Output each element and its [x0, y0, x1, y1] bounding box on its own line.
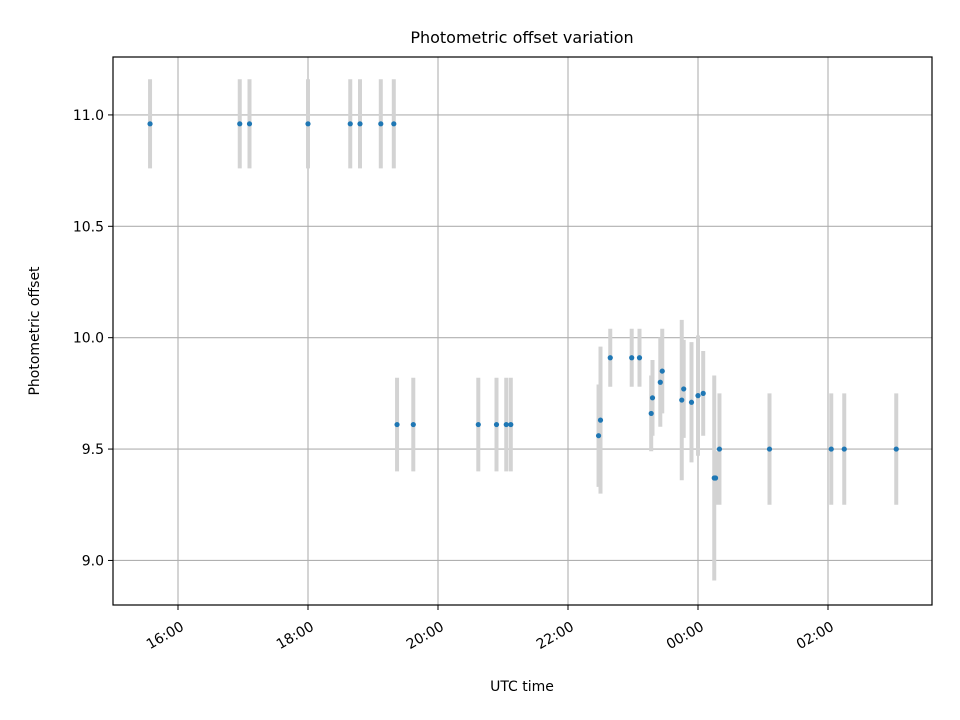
data-point	[636, 355, 643, 361]
y-tick-label: 9.0	[82, 553, 104, 569]
data-point	[712, 475, 719, 481]
data-point	[679, 397, 685, 403]
data-point	[893, 446, 899, 452]
data-point	[688, 399, 695, 405]
data-point	[394, 421, 400, 428]
data-point	[246, 121, 253, 127]
data-point	[503, 421, 509, 428]
data-point	[237, 121, 243, 127]
data-point	[659, 368, 665, 374]
data-point	[828, 446, 834, 452]
data-point	[607, 355, 613, 361]
y-axis-ticks: 9.0 9.5 10.0 10.5 11.0	[73, 108, 113, 569]
data-point	[595, 433, 602, 439]
data-point	[475, 421, 481, 428]
data-point	[410, 421, 416, 428]
data-point	[648, 410, 654, 417]
data-point	[305, 121, 311, 127]
data-points	[147, 121, 899, 481]
data-point	[378, 121, 384, 127]
plot-frame	[112, 56, 933, 606]
y-tick-label: 10.0	[73, 331, 104, 347]
x-axis-label: UTC time	[490, 679, 554, 695]
data-point	[391, 121, 397, 127]
data-point	[597, 417, 604, 423]
data-point	[841, 446, 847, 452]
data-point	[681, 386, 687, 392]
y-tick-label: 10.5	[73, 219, 104, 235]
data-point	[357, 121, 363, 127]
data-point	[700, 390, 706, 396]
data-point	[657, 379, 663, 385]
data-point	[695, 393, 701, 399]
data-point	[629, 355, 635, 361]
data-point	[493, 421, 500, 428]
y-tick-label: 9.5	[82, 442, 104, 458]
data-point	[347, 121, 353, 127]
data-point	[716, 446, 723, 452]
y-axis-label: Photometric offset	[27, 266, 43, 396]
data-point	[508, 421, 514, 428]
chart-title: Photometric offset variation	[410, 28, 633, 47]
y-tick-label: 11.0	[73, 108, 104, 124]
data-point	[766, 446, 773, 452]
data-point	[147, 121, 153, 127]
data-point	[649, 395, 656, 401]
